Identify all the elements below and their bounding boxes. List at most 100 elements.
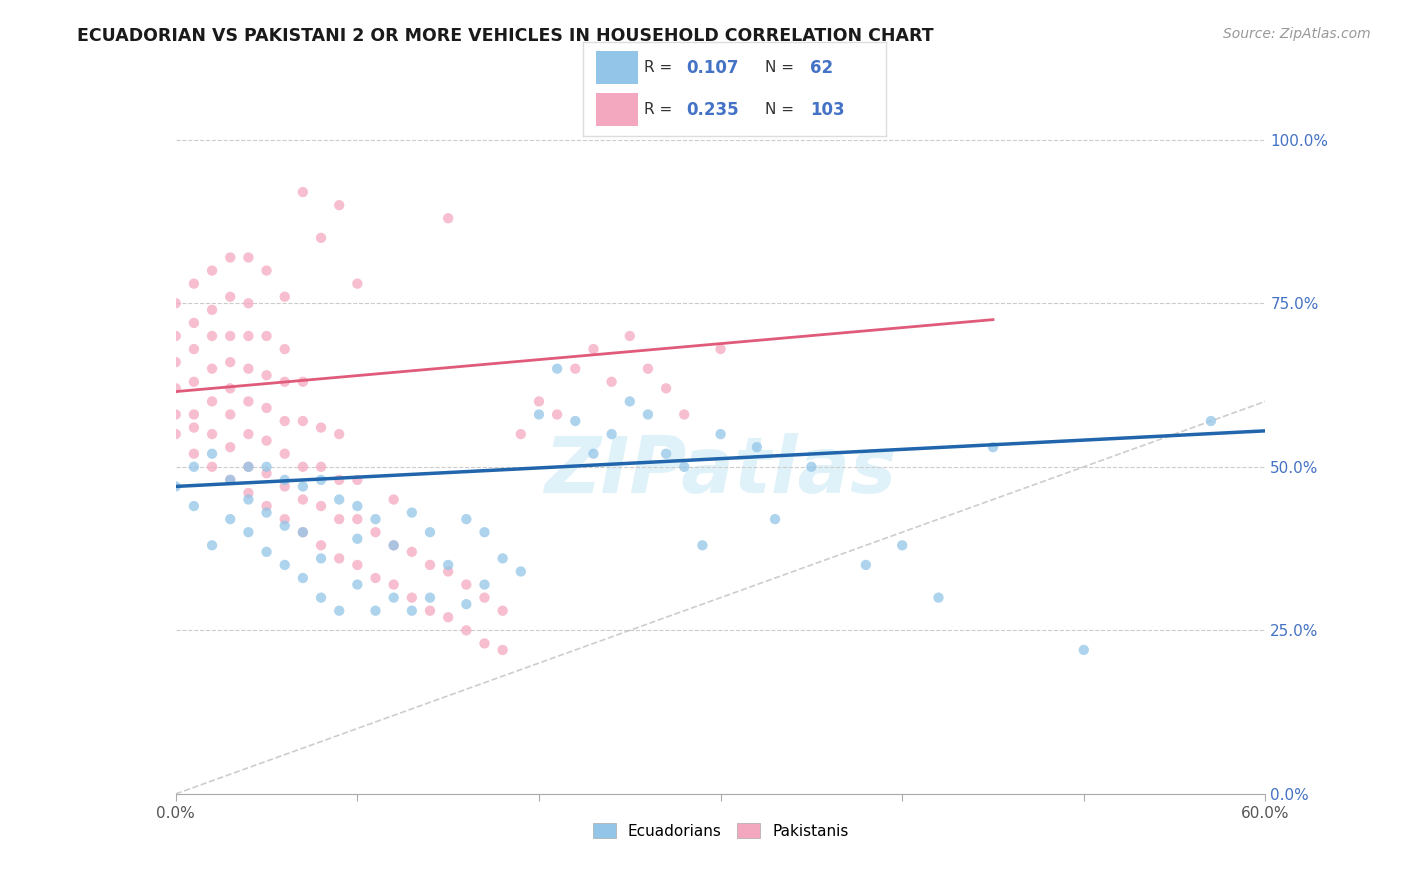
Point [165,479,187,493]
Point [183,277,205,291]
Point [238,492,260,507]
Point [238,251,260,265]
Point [309,459,332,474]
Point [1073,643,1095,657]
Point [619,394,641,409]
Point [401,506,423,520]
Point [1199,414,1222,428]
Point [437,558,460,572]
Point [456,624,478,638]
Point [219,512,242,526]
Point [274,518,297,533]
Point [183,459,205,474]
Point [165,296,187,310]
Point [256,434,278,448]
Point [219,381,242,395]
Point [291,375,314,389]
Point [201,329,224,343]
Point [256,263,278,277]
Point [238,459,260,474]
Point [981,440,1004,454]
Point [745,440,768,454]
Text: N =: N = [765,60,794,75]
Point [183,408,205,422]
Point [346,558,368,572]
Point [165,408,187,422]
Point [509,565,531,579]
Point [219,329,242,343]
Point [382,538,405,552]
Point [219,355,242,369]
Point [456,512,478,526]
Point [238,394,260,409]
Point [437,211,460,226]
Point [346,577,368,591]
Point [328,604,350,618]
Point [419,604,441,618]
Point [201,394,224,409]
Point [655,381,678,395]
Point [492,604,515,618]
Point [256,401,278,415]
Point [600,427,623,442]
Point [509,427,531,442]
Text: 0.235: 0.235 [686,101,740,119]
Point [256,506,278,520]
Point [309,591,332,605]
Point [364,512,387,526]
Point [346,532,368,546]
Point [291,414,314,428]
Point [309,551,332,566]
Point [673,459,696,474]
Point [274,447,297,461]
Text: N =: N = [765,103,794,118]
Point [291,459,314,474]
Point [183,447,205,461]
Point [710,342,733,356]
Point [201,302,224,317]
Point [456,597,478,611]
Point [527,408,550,422]
Point [219,473,242,487]
Point [309,231,332,245]
Point [309,499,332,513]
Point [183,375,205,389]
Point [492,551,515,566]
Point [328,198,350,212]
Point [201,447,224,461]
Bar [596,52,638,84]
Point [238,525,260,540]
Point [401,545,423,559]
Point [183,342,205,356]
Point [183,499,205,513]
Point [238,459,260,474]
Point [382,492,405,507]
Point [328,427,350,442]
Point [256,467,278,481]
Point [274,414,297,428]
Point [346,512,368,526]
Point [219,473,242,487]
Point [492,643,515,657]
Text: 0.107: 0.107 [686,59,738,77]
Point [364,604,387,618]
Point [201,459,224,474]
Point [456,577,478,591]
Point [183,420,205,434]
Point [291,525,314,540]
Point [419,525,441,540]
Point [219,251,242,265]
Point [382,577,405,591]
Point [364,571,387,585]
Text: R =: R = [644,60,672,75]
Point [564,361,586,376]
Point [291,185,314,199]
Point [401,591,423,605]
Point [437,610,460,624]
Point [256,545,278,559]
Point [183,316,205,330]
Text: 62: 62 [810,59,834,77]
Point [637,408,659,422]
Point [582,342,605,356]
Point [928,591,950,605]
